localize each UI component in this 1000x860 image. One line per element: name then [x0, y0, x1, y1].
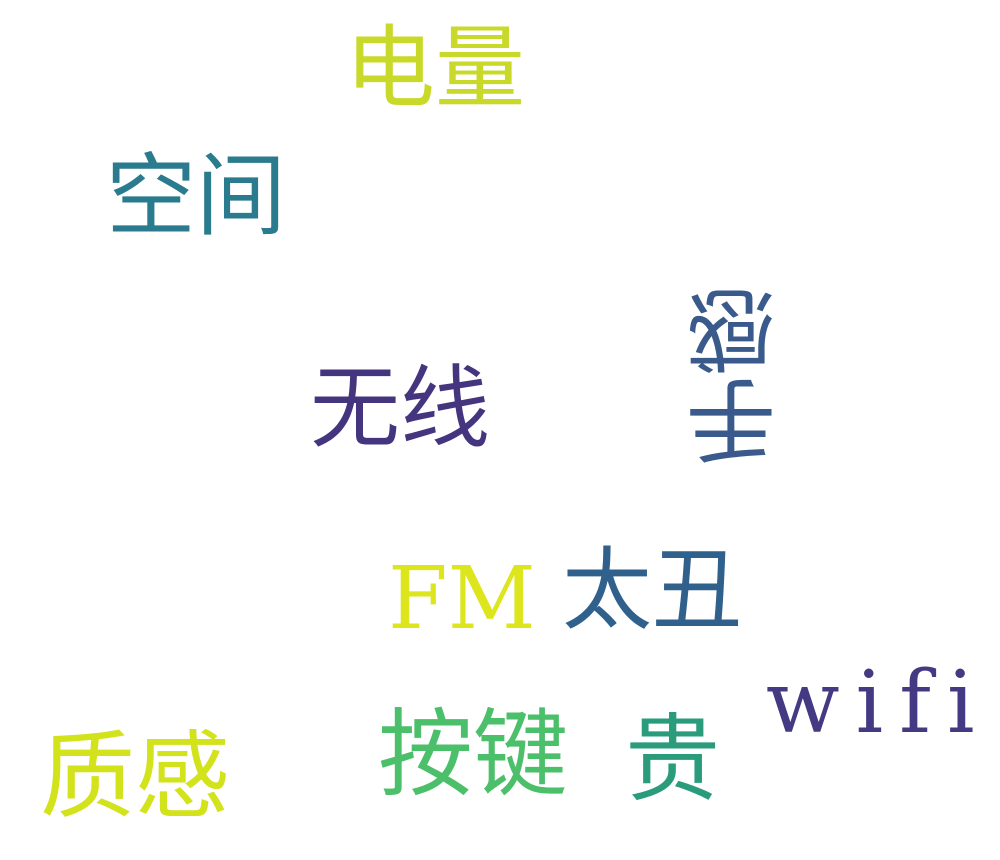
- word-taichou: 太丑: [562, 538, 742, 643]
- word-kongjian: 空间: [106, 144, 286, 249]
- word-wuxian: 无线: [310, 356, 490, 461]
- word-anjian: 按键: [378, 700, 569, 810]
- word-dianliang: 电量: [345, 16, 525, 121]
- word-shougan: 手感: [687, 286, 792, 466]
- word-zhigan: 质感: [40, 722, 231, 832]
- word-gui: 贵: [625, 705, 721, 815]
- word-fm: FM: [388, 549, 536, 649]
- word-wifi: wifi: [766, 653, 991, 753]
